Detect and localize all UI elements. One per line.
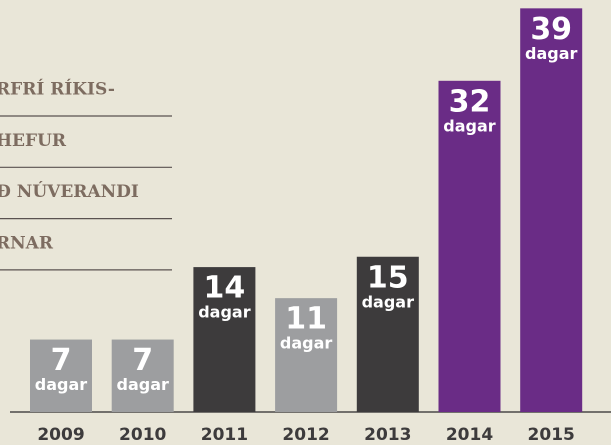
x-tick-label: 2013	[364, 425, 411, 445]
bar	[438, 80, 501, 413]
unit-label: dagar	[443, 116, 496, 135]
value-label: 14	[204, 271, 246, 306]
value-label: 15	[367, 260, 409, 295]
value-label: 11	[285, 302, 327, 337]
bar	[356, 256, 419, 412]
bar	[520, 8, 583, 412]
annotation: RFRÍ RÍKIS-	[0, 79, 115, 100]
unit-label: dagar	[117, 375, 170, 394]
bar	[193, 267, 256, 412]
annotation: Ð NÚVERANDI	[0, 181, 139, 202]
bar	[30, 339, 92, 412]
unit-label: dagar	[35, 375, 88, 394]
unit-label: dagar	[525, 44, 578, 63]
x-tick-label: 2011	[201, 425, 248, 445]
value-label: 39	[530, 12, 572, 47]
unit-label: dagar	[198, 303, 251, 322]
x-tick-label: 2012	[282, 425, 329, 445]
x-tick-label: 2009	[37, 425, 84, 445]
value-label: 32	[449, 84, 491, 119]
unit-label: dagar	[362, 292, 415, 311]
bar	[111, 339, 174, 412]
x-tick-label: 2014	[446, 425, 493, 445]
bar	[275, 298, 338, 412]
x-tick-label: 2015	[528, 425, 575, 445]
value-label: 7	[51, 343, 72, 378]
annotation: HEFUR	[0, 131, 67, 151]
value-label: 7	[132, 343, 153, 378]
unit-label: dagar	[280, 334, 333, 353]
x-tick-label: 2010	[119, 425, 166, 445]
annotation: RNAR	[0, 233, 54, 253]
